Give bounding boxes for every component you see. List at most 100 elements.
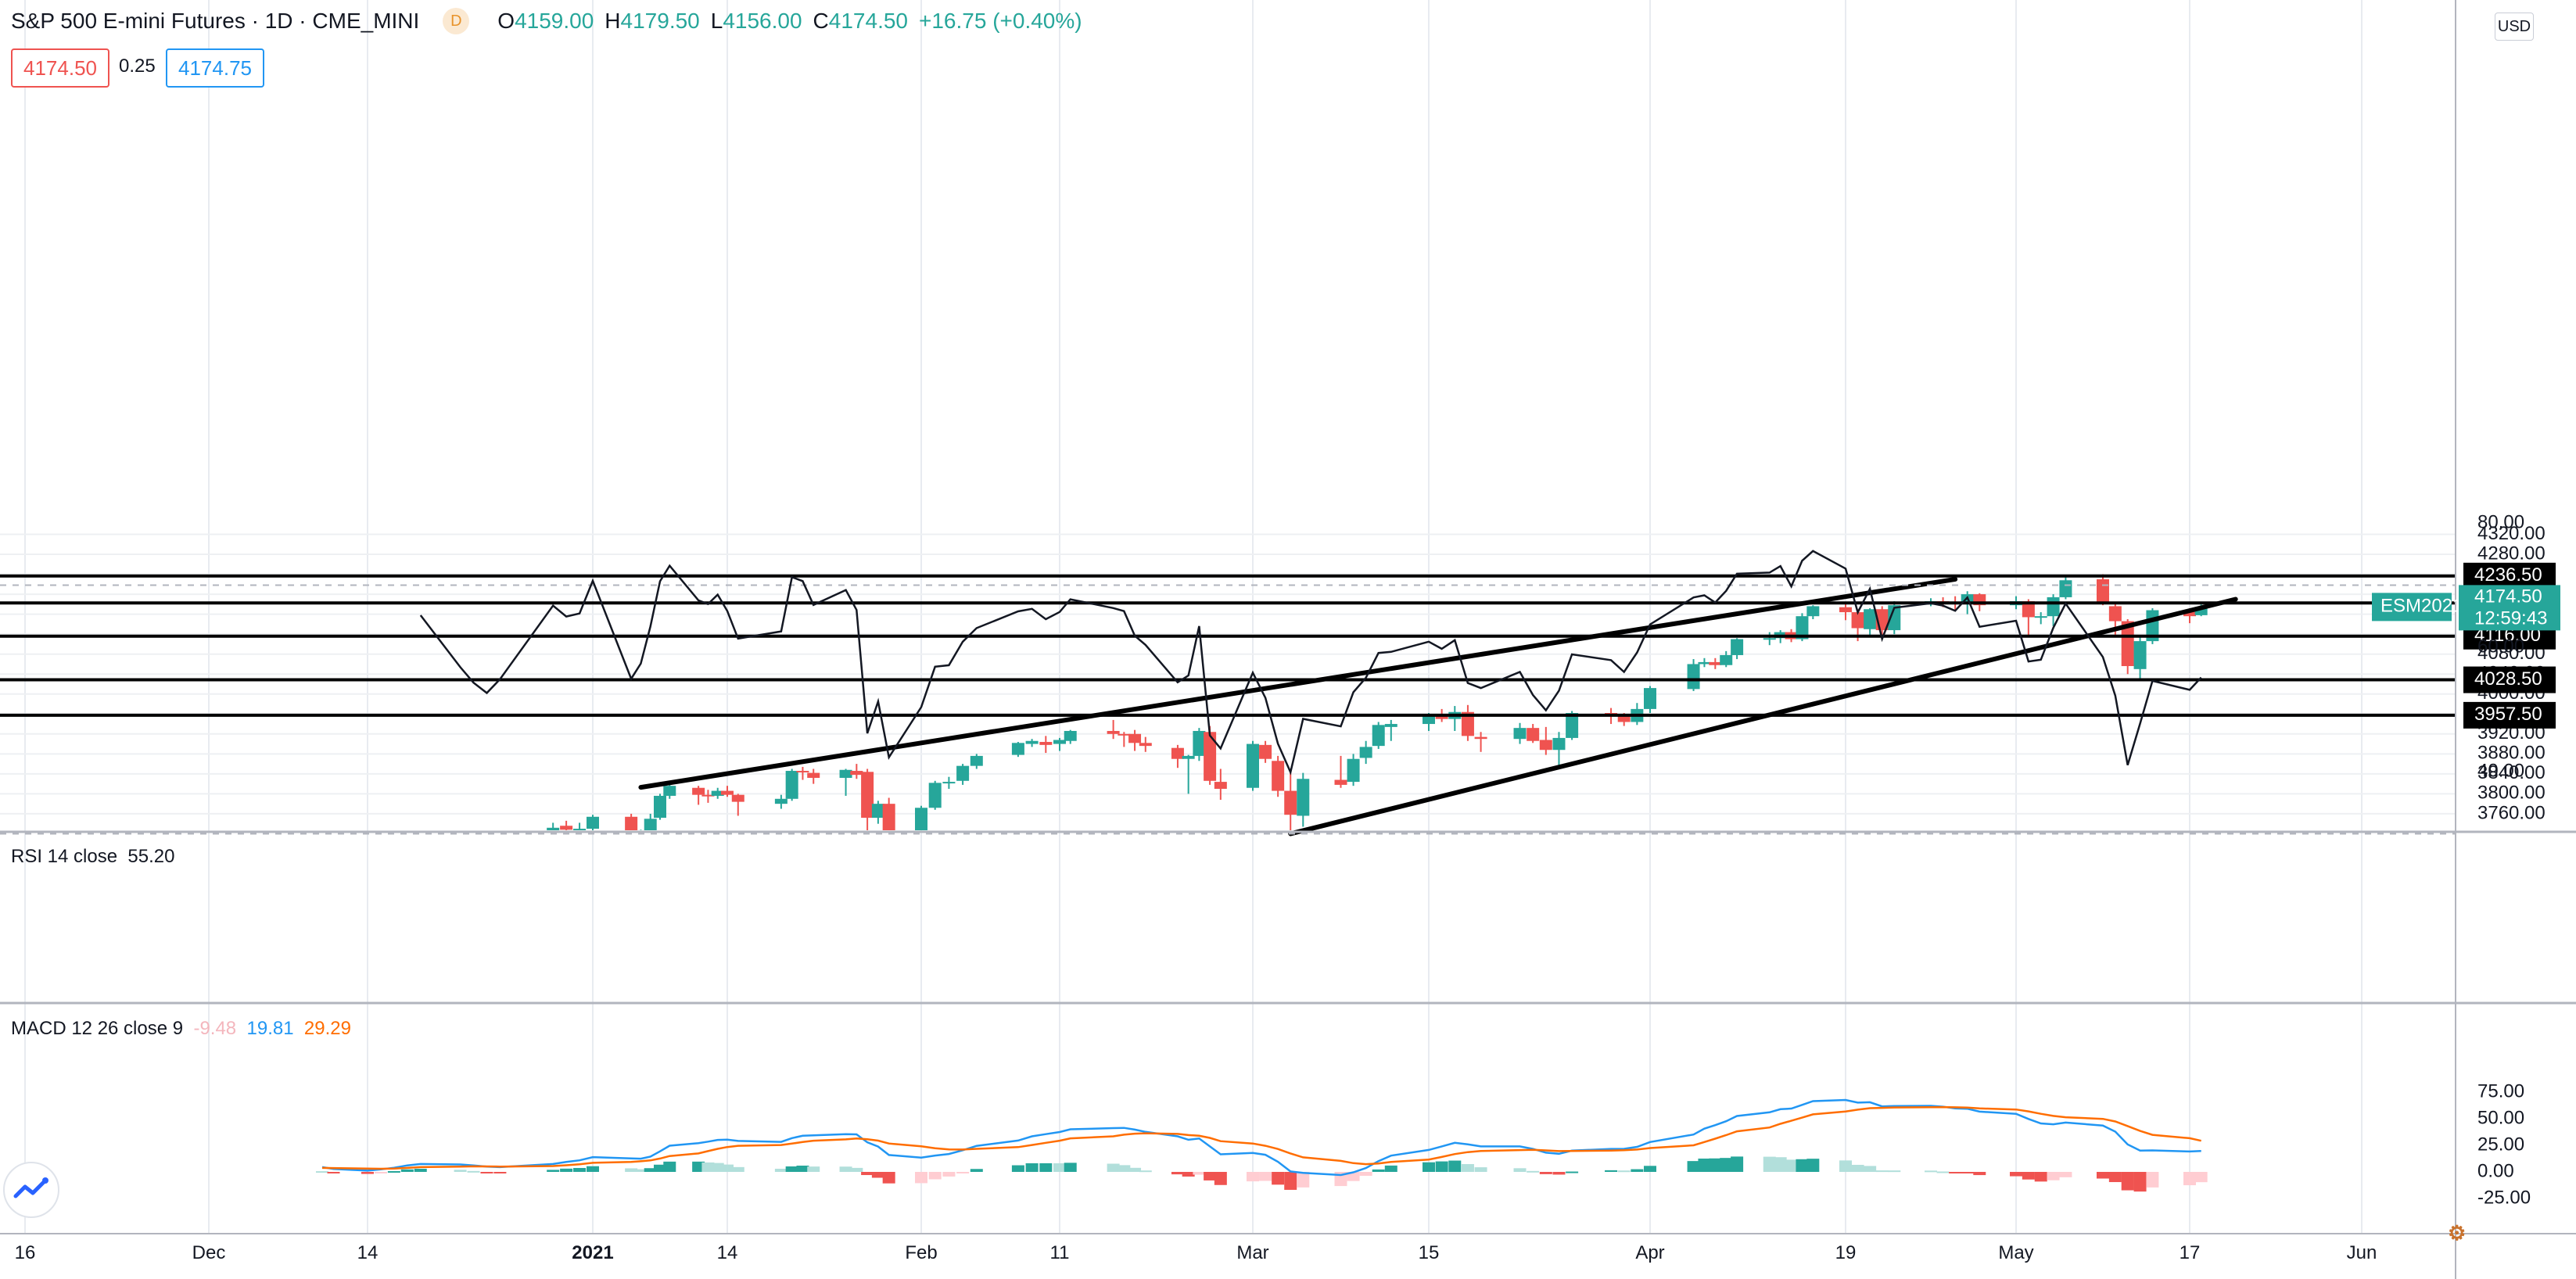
candle-body: [956, 765, 970, 781]
macd-histogram-bar: [721, 1164, 734, 1172]
macd-histogram-bar: [2022, 1172, 2035, 1180]
macd-histogram-bar: [654, 1164, 666, 1172]
candle-body: [1128, 733, 1142, 743]
candle: [942, 776, 956, 790]
candle: [1731, 638, 1744, 660]
candle-body: [970, 755, 983, 766]
macd-histogram-bar: [1435, 1161, 1448, 1172]
candle-body: [480, 849, 493, 852]
macd-histogram-bar: [1806, 1159, 1820, 1172]
candle-body: [1053, 740, 1066, 744]
candle: [468, 844, 480, 854]
candle: [2133, 636, 2147, 680]
candle-body: [2097, 579, 2109, 603]
candle: [573, 822, 587, 830]
candle: [328, 853, 340, 864]
candle-body: [1617, 715, 1631, 722]
candle: [1687, 659, 1700, 691]
candle: [493, 846, 506, 854]
gear-icon[interactable]: ⚙: [2448, 1221, 2467, 1245]
trendlines[interactable]: [638, 576, 2238, 837]
candle: [644, 813, 657, 830]
candle: [1347, 754, 1360, 786]
interval-badge[interactable]: D: [443, 8, 470, 34]
macd-histogram-bar: [1474, 1167, 1487, 1172]
candle: [956, 764, 970, 785]
macd-histogram-bar: [361, 1172, 374, 1174]
macd-histogram-bar: [327, 1172, 340, 1173]
candle: [711, 787, 724, 799]
macd-legend[interactable]: MACD 12 26 close 9 -9.48 19.81 29.29: [11, 1018, 351, 1040]
ohlc-low: L4156.00: [710, 9, 802, 33]
candle-body: [2108, 606, 2122, 622]
hline-price-text: 4028.50: [2474, 668, 2542, 690]
macd-histogram-bar: [2097, 1172, 2109, 1179]
candle: [2022, 599, 2035, 636]
candle: [1384, 719, 1397, 741]
macd-histogram-bar: [1875, 1170, 1889, 1173]
macd-histogram-bar: [1687, 1161, 1700, 1172]
symbol-tag-text: ESM2021: [2380, 596, 2463, 617]
macd-histogram-bar: [1936, 1171, 1950, 1173]
macd-histogram-bar: [2010, 1172, 2022, 1177]
price-tick-label: 3760.00: [2477, 802, 2546, 823]
macd-histogram-bar: [663, 1161, 676, 1172]
macd-histogram-bar: [839, 1166, 852, 1172]
price-axis[interactable]: 4320.004280.004240.004200.004160.004120.…: [2372, 511, 2560, 1208]
candle-body: [2047, 597, 2060, 617]
candle-body: [547, 827, 560, 830]
symbol-title[interactable]: S&P 500 E-mini Futures · 1D · CME_MINI: [11, 9, 420, 33]
price-pane[interactable]: [203, 574, 2208, 869]
rsi-value: 55.20: [127, 846, 175, 867]
rsi-pane[interactable]: [0, 550, 2456, 835]
time-axis[interactable]: 16 Dec 14 2021 14 Feb 11 Mar 15 Apr 19 May 17 Jun: [15, 1242, 2377, 1263]
macd-histogram-bar: [374, 1172, 387, 1173]
macd-pane[interactable]: [316, 1098, 2208, 1192]
macd-histogram-bar: [1461, 1164, 1474, 1172]
candle-body: [1107, 730, 1120, 734]
macd-histogram-bar: [1193, 1172, 1206, 1175]
macd-line-value: 19.81: [246, 1018, 294, 1039]
candle-body: [1698, 661, 1711, 665]
macd-histogram-bar: [1644, 1166, 1656, 1172]
macd-histogram-bar: [1297, 1172, 1310, 1188]
macd-histogram-bar: [1204, 1172, 1217, 1180]
candle: [1334, 755, 1347, 788]
macd-title: MACD 12 26 close 9: [11, 1018, 184, 1039]
macd-histogram-bar: [316, 1171, 328, 1173]
macd-histogram-bar: [547, 1170, 560, 1172]
macd-histogram-bar: [387, 1170, 400, 1173]
horizontal-lines[interactable]: [0, 574, 2456, 717]
candle-body: [796, 771, 809, 773]
candle-body: [560, 826, 573, 830]
candle: [1259, 740, 1272, 763]
macd-histogram-bar: [942, 1172, 956, 1177]
macd-histogram-bar: [850, 1167, 863, 1172]
candle: [1763, 632, 1776, 646]
rsi-title: RSI 14 close: [11, 846, 118, 867]
macd-line: [321, 1098, 2201, 1177]
candle: [1025, 739, 1039, 747]
candle-body: [2183, 610, 2196, 617]
candle-body: [1566, 713, 1579, 738]
macd-histogram-bar: [1617, 1170, 1631, 1173]
macd-histogram-bar: [1513, 1168, 1527, 1172]
candle: [1720, 650, 1733, 668]
rsi-legend[interactable]: RSI 14 close 55.20: [11, 846, 174, 868]
candle: [1171, 744, 1184, 768]
macd-histogram-bar: [480, 1172, 493, 1173]
macd-histogram-bar: [1372, 1169, 1385, 1172]
macd-histogram-bar: [807, 1166, 820, 1172]
macd-histogram-bar: [1839, 1160, 1852, 1172]
price-tick-label: 3800.00: [2477, 783, 2546, 804]
candle-body: [1461, 711, 1474, 736]
candle-body: [1139, 743, 1152, 747]
buy-price-button[interactable]: 4174.75: [166, 48, 264, 88]
tradingview-logo-icon[interactable]: [3, 1162, 59, 1218]
currency-label[interactable]: USD: [2495, 13, 2534, 41]
candle: [1284, 771, 1297, 830]
sell-price-button[interactable]: 4174.50: [11, 48, 109, 88]
macd-histogram-bar: [587, 1166, 599, 1172]
